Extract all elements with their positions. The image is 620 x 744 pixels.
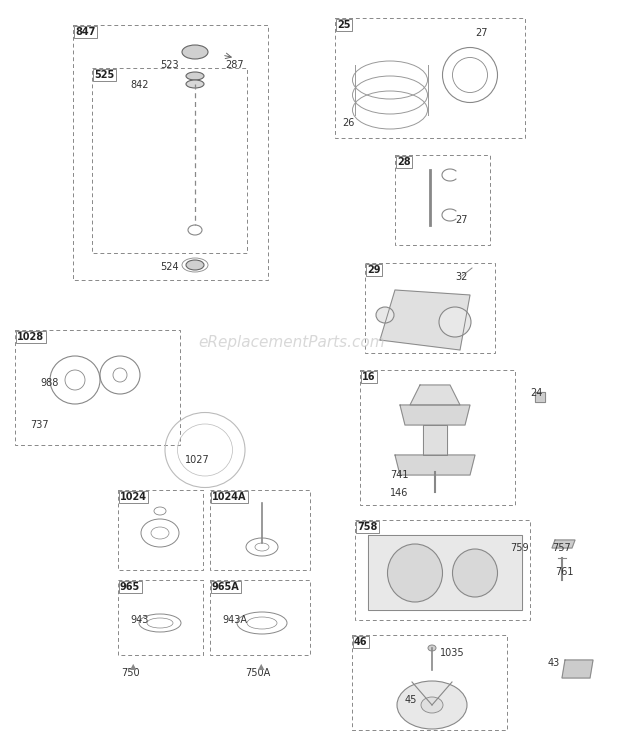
Polygon shape <box>380 290 470 350</box>
Text: 758: 758 <box>357 522 378 532</box>
Text: 28: 28 <box>397 157 410 167</box>
Text: ▲: ▲ <box>258 662 265 671</box>
Text: 1027: 1027 <box>185 455 210 465</box>
Bar <box>210 580 310 655</box>
Text: 287: 287 <box>225 60 244 70</box>
Text: 1024: 1024 <box>120 492 147 502</box>
Bar <box>73 25 268 280</box>
Bar <box>365 263 495 353</box>
Text: 27: 27 <box>455 215 467 225</box>
Ellipse shape <box>388 544 443 602</box>
Bar <box>360 370 515 505</box>
Text: 43: 43 <box>548 658 560 668</box>
Text: 25: 25 <box>337 20 350 30</box>
Polygon shape <box>368 535 522 610</box>
Text: 29: 29 <box>367 265 381 275</box>
Bar <box>92 68 247 253</box>
Text: 759: 759 <box>510 543 529 553</box>
Text: 943: 943 <box>130 615 148 625</box>
Text: 27: 27 <box>475 28 487 38</box>
Bar <box>118 490 203 570</box>
Bar <box>210 490 310 570</box>
Text: 847: 847 <box>75 27 95 37</box>
Ellipse shape <box>186 80 204 88</box>
Ellipse shape <box>428 645 436 651</box>
Text: 1024A: 1024A <box>212 492 247 502</box>
Text: 146: 146 <box>390 488 409 498</box>
Bar <box>118 580 203 655</box>
Text: 750: 750 <box>121 668 140 678</box>
Ellipse shape <box>397 681 467 729</box>
Bar <box>352 635 507 730</box>
Text: 1028: 1028 <box>17 332 44 342</box>
Text: 943A: 943A <box>222 615 247 625</box>
Ellipse shape <box>439 307 471 337</box>
Text: 523: 523 <box>160 60 179 70</box>
Text: 46: 46 <box>354 637 368 647</box>
Bar <box>355 520 530 620</box>
Polygon shape <box>400 405 470 425</box>
Text: 24: 24 <box>530 388 542 398</box>
Ellipse shape <box>453 549 497 597</box>
Text: 45: 45 <box>405 695 417 705</box>
Ellipse shape <box>186 72 204 80</box>
Polygon shape <box>535 392 545 402</box>
Text: 525: 525 <box>94 70 114 80</box>
Polygon shape <box>562 660 593 678</box>
Text: eReplacementParts.com: eReplacementParts.com <box>198 335 385 350</box>
Text: 965A: 965A <box>212 582 240 592</box>
Text: 524: 524 <box>160 262 179 272</box>
Text: 32: 32 <box>455 272 467 282</box>
Text: 965: 965 <box>120 582 140 592</box>
Text: 842: 842 <box>130 80 149 90</box>
Polygon shape <box>423 425 447 455</box>
Text: 741: 741 <box>390 470 409 480</box>
Text: 761: 761 <box>555 567 574 577</box>
Bar <box>15 330 180 445</box>
Text: 737: 737 <box>30 420 48 430</box>
Ellipse shape <box>421 697 443 713</box>
Text: 26: 26 <box>342 118 355 128</box>
Polygon shape <box>410 385 460 405</box>
Ellipse shape <box>186 260 204 270</box>
Ellipse shape <box>182 45 208 59</box>
Bar <box>395 155 490 245</box>
Polygon shape <box>552 540 575 548</box>
Ellipse shape <box>376 307 394 323</box>
Text: 16: 16 <box>362 372 376 382</box>
Text: 757: 757 <box>552 543 571 553</box>
Polygon shape <box>395 455 475 475</box>
Text: 988: 988 <box>40 378 58 388</box>
Text: ▲: ▲ <box>130 662 136 671</box>
Bar <box>335 18 525 138</box>
Text: 750A: 750A <box>246 668 270 678</box>
Text: 1035: 1035 <box>440 648 464 658</box>
